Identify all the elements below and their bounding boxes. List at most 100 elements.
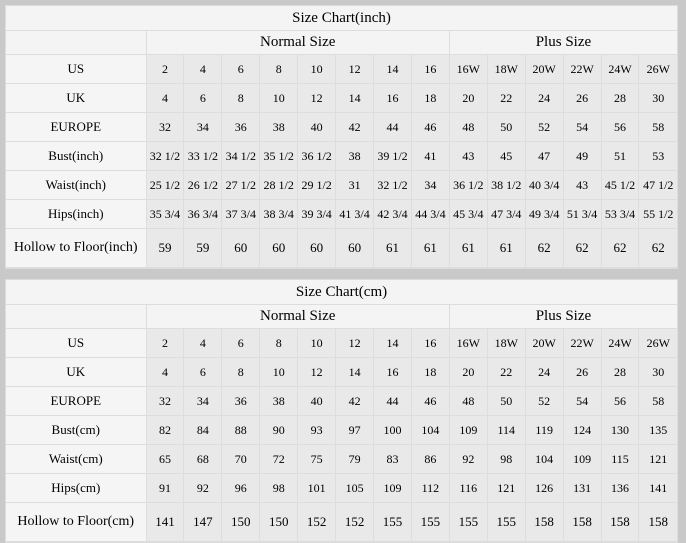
row-label: EUROPE — [6, 112, 147, 142]
size-cell: 86 — [410, 444, 450, 474]
size-cell: 155 — [410, 502, 450, 542]
row-label: Hips(inch) — [6, 199, 147, 229]
table-row: Hollow to Floor(cm) 141 147 150 150 152 152 155… — [6, 502, 677, 542]
table-row: Hips(inch) 35 3/4 36 3/4 37 3/4 38 3/4 39 3/4… — [6, 199, 677, 229]
size-cell: 35 3/4 — [145, 199, 185, 229]
size-cell: 2 — [145, 54, 185, 84]
size-cell: 26 1/2 — [183, 170, 223, 200]
size-cell: 82 — [145, 415, 185, 445]
size-chart-page: Size Chart(inch) Normal Size Plus Size US 2 4… — [5, 5, 678, 543]
size-cell: 24W — [600, 328, 640, 358]
size-cell: 158 — [600, 502, 640, 542]
size-cell: 46 — [410, 112, 450, 142]
group-header-row: Normal Size Plus Size — [6, 304, 677, 329]
size-cell: 119 — [524, 415, 564, 445]
table-row: Waist(inch) 25 1/2 26 1/2 27 1/2 28 1/2 29 1/… — [6, 170, 677, 200]
size-cell: 68 — [183, 444, 223, 474]
size-cell: 31 — [335, 170, 375, 200]
size-cell: 36 1/2 — [297, 141, 337, 171]
size-cell: 26 — [562, 83, 602, 113]
table-row: Hollow to Floor(inch) 59 59 60 60 60 60 61 61 61 6… — [6, 228, 677, 268]
size-cell: 48 — [448, 386, 488, 416]
size-cell: 158 — [638, 502, 677, 542]
size-cell: 56 — [600, 386, 640, 416]
size-cell: 45 — [486, 141, 526, 171]
size-cell: 45 3/4 — [448, 199, 488, 229]
size-cell: 29 1/2 — [297, 170, 337, 200]
size-cell: 16 — [410, 328, 450, 358]
size-cell: 16W — [448, 328, 488, 358]
size-cell: 49 3/4 — [524, 199, 564, 229]
size-cell: 38 — [335, 141, 375, 171]
size-cell: 14 — [373, 54, 412, 84]
size-cell: 42 — [335, 112, 375, 142]
size-cell: 38 3/4 — [259, 199, 299, 229]
size-cell: 109 — [373, 473, 412, 503]
size-cell: 136 — [600, 473, 640, 503]
size-table: Size Chart(inch) Normal Size Plus Size US 2 4… — [6, 6, 677, 268]
table-row: Bust(cm) 82 84 88 90 93 97 100 104 109 114 119 124 13… — [6, 415, 677, 445]
size-cell: 42 3/4 — [373, 199, 412, 229]
size-cell: 96 — [221, 473, 261, 503]
size-cell: 24 — [524, 357, 564, 387]
size-cell: 14 — [335, 357, 375, 387]
size-cell: 60 — [221, 228, 261, 268]
size-cell: 36 — [221, 112, 261, 142]
group-header-normal-size: Normal Size — [145, 30, 450, 55]
size-cell: 155 — [448, 502, 488, 542]
row-label: UK — [6, 357, 147, 387]
size-cell: 49 — [562, 141, 602, 171]
size-cell: 22 — [486, 357, 526, 387]
size-cell: 158 — [524, 502, 564, 542]
row-label: UK — [6, 83, 147, 113]
size-cell: 91 — [145, 473, 185, 503]
size-cell: 52 — [524, 112, 564, 142]
group-header-normal-size: Normal Size — [145, 304, 450, 329]
table-row: Bust(inch) 32 1/2 33 1/2 34 1/2 35 1/2 36 1/2… — [6, 141, 677, 171]
size-cell: 59 — [145, 228, 185, 268]
size-cell: 12 — [297, 83, 337, 113]
size-cell: 60 — [335, 228, 375, 268]
row-label: Hollow to Floor(inch) — [6, 228, 147, 268]
size-cell: 33 1/2 — [183, 141, 223, 171]
group-corner-cell — [6, 304, 147, 329]
size-cell: 52 — [524, 386, 564, 416]
size-cell: 54 — [562, 386, 602, 416]
size-cell: 38 — [259, 112, 299, 142]
size-cell: 16W — [448, 54, 488, 84]
size-cell: 14 — [373, 328, 412, 358]
size-cell: 60 — [297, 228, 337, 268]
row-label: Hips(cm) — [6, 473, 147, 503]
size-cell: 98 — [259, 473, 299, 503]
size-cell: 43 — [562, 170, 602, 200]
size-cell: 20W — [524, 54, 564, 84]
group-corner-cell — [6, 30, 147, 55]
size-cell: 54 — [562, 112, 602, 142]
size-cell: 26 — [562, 357, 602, 387]
table-row: US 2 4 6 8 10 12 14 16 16W 18W 20W 22W 24W 26W — [6, 54, 677, 84]
size-cell: 62 — [638, 228, 677, 268]
size-cell: 60 — [259, 228, 299, 268]
size-cell: 18W — [486, 54, 526, 84]
size-cell: 61 — [448, 228, 488, 268]
size-cell: 62 — [600, 228, 640, 268]
size-cell: 40 3/4 — [524, 170, 564, 200]
size-cell: 34 — [183, 112, 223, 142]
size-cell: 84 — [183, 415, 223, 445]
group-header-plus-size: Plus Size — [448, 304, 677, 329]
size-cell: 28 — [600, 83, 640, 113]
row-label: Bust(inch) — [6, 141, 147, 171]
size-cell: 79 — [335, 444, 375, 474]
size-cell: 20 — [448, 357, 488, 387]
table-row: UK 4 6 8 10 12 14 16 18 20 22 24 26 28 30 — [6, 83, 677, 113]
size-cell: 56 — [600, 112, 640, 142]
size-cell: 18W — [486, 328, 526, 358]
size-cell: 58 — [638, 112, 677, 142]
size-cell: 61 — [410, 228, 450, 268]
size-cell: 34 — [183, 386, 223, 416]
size-cell: 32 — [145, 386, 185, 416]
size-cell: 2 — [145, 328, 185, 358]
size-cell: 16 — [373, 83, 412, 113]
size-cell: 12 — [297, 357, 337, 387]
size-cell: 147 — [183, 502, 223, 542]
